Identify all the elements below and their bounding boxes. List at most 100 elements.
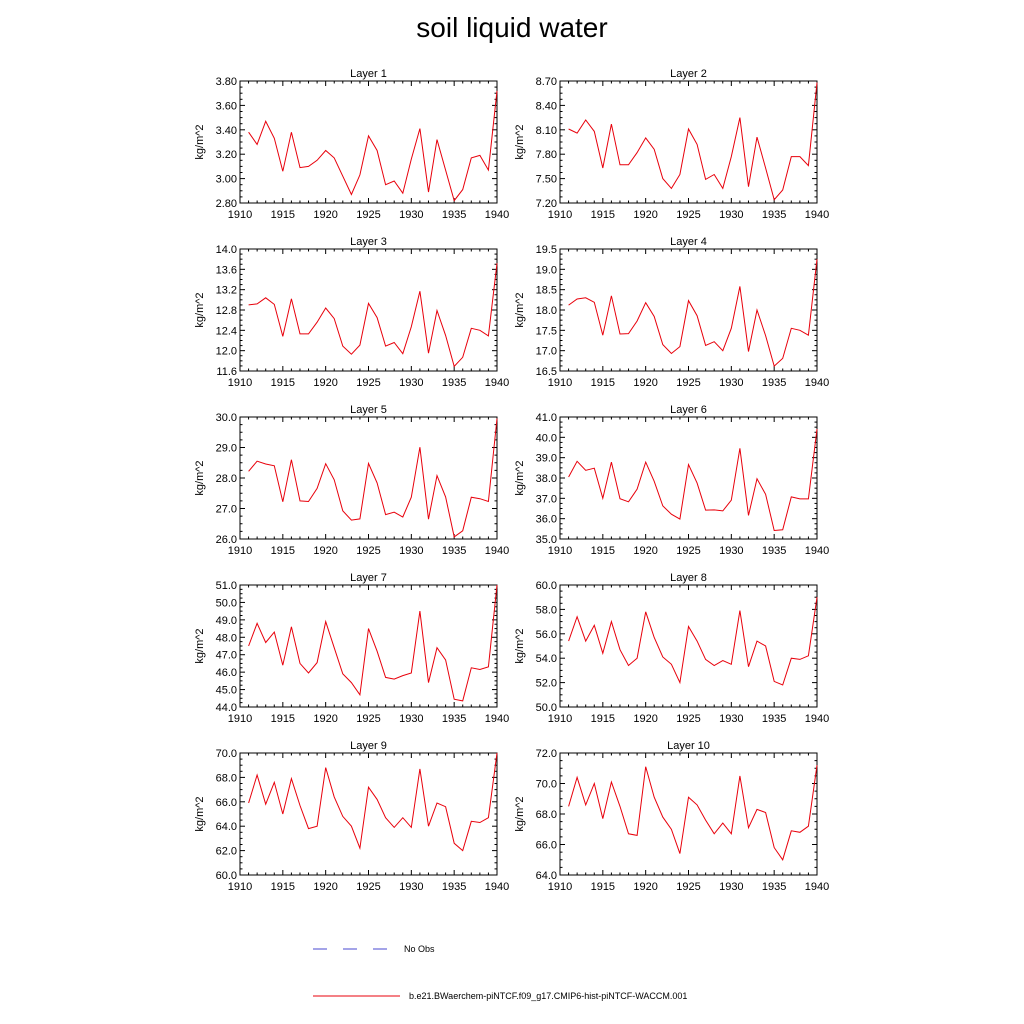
x-tick-label: 1935: [442, 881, 466, 893]
x-tick-label: 1910: [548, 377, 572, 389]
series-line-layer-2: [568, 82, 818, 201]
panel-title: Layer 9: [350, 740, 387, 752]
x-tick-label: 1925: [676, 881, 700, 893]
panel-title: Layer 10: [667, 740, 710, 752]
series-line-layer-3: [248, 263, 498, 368]
x-tick-label: 1930: [719, 545, 743, 557]
y-tick-label: 7.20: [536, 198, 557, 210]
y-tick-label: 12.0: [216, 346, 237, 358]
x-tick-label: 1915: [271, 713, 295, 725]
x-tick-label: 1925: [356, 377, 380, 389]
x-tick-label: 1935: [442, 713, 466, 725]
plot-frame: [239, 416, 498, 540]
y-tick-label: 7.80: [536, 149, 557, 161]
x-tick-label: 1925: [676, 713, 700, 725]
chart-panel-layer-9: Layer 9 kg/m^2 1910 1915 1920 1925 1930 1935 194…: [194, 740, 509, 893]
y-tick-label: 60.0: [536, 580, 557, 592]
x-tick-label: 1915: [271, 881, 295, 893]
x-tick-label: 1930: [399, 377, 423, 389]
x-tick-label: 1915: [271, 209, 295, 221]
x-tick-label: 1915: [591, 713, 615, 725]
plot-frame: [559, 80, 818, 204]
y-tick-label: 18.0: [536, 305, 557, 317]
legend-label-model: b.e21.BWaerchem-piNTCF.f09_g17.CMIP6-his…: [409, 991, 687, 1001]
x-tick-label: 1910: [548, 545, 572, 557]
y-tick-label: 54.0: [536, 653, 557, 665]
x-tick-label: 1920: [633, 713, 657, 725]
panel-title: Layer 3: [350, 236, 387, 248]
y-tick-label: 36.0: [536, 514, 557, 526]
series-line-layer-10: [568, 765, 818, 861]
y-tick-label: 12.8: [216, 305, 237, 317]
x-tick-label: 1940: [805, 209, 829, 221]
x-tick-label: 1915: [591, 209, 615, 221]
chart-panel-layer-8: Layer 8 kg/m^2 1910 1915 1920 1925 1930 1935 194…: [514, 572, 829, 725]
y-tick-label: 47.0: [216, 650, 237, 662]
y-tick-label: 28.0: [216, 473, 237, 485]
y-tick-label: 58.0: [536, 604, 557, 616]
x-tick-label: 1935: [442, 209, 466, 221]
y-tick-label: 70.0: [216, 748, 237, 760]
panel-title: Layer 8: [670, 572, 707, 584]
x-tick-label: 1940: [485, 209, 509, 221]
plot-frame: [239, 80, 498, 204]
x-tick-label: 1935: [762, 713, 786, 725]
y-tick-label: 44.0: [216, 702, 237, 714]
y-tick-label: 27.0: [216, 504, 237, 516]
x-tick-label: 1920: [633, 377, 657, 389]
x-tick-label: 1930: [399, 209, 423, 221]
y-tick-label: 37.0: [536, 493, 557, 505]
y-tick-label: 70.0: [536, 779, 557, 791]
series-line-layer-5: [248, 418, 498, 538]
x-tick-label: 1930: [399, 713, 423, 725]
panel-title: Layer 5: [350, 404, 387, 416]
y-tick-label: 50.0: [536, 702, 557, 714]
y-tick-label: 16.5: [536, 366, 557, 378]
panels-group: Layer 1 kg/m^2 1910 1915 1920 1925 1930 1935 194…: [194, 68, 829, 893]
x-tick-label: 1920: [633, 881, 657, 893]
x-tick-label: 1940: [485, 545, 509, 557]
y-tick-label: 72.0: [536, 748, 557, 760]
y-tick-label: 17.0: [536, 346, 557, 358]
x-tick-label: 1940: [485, 713, 509, 725]
panel-title: Layer 4: [670, 236, 707, 248]
y-tick-label: 39.0: [536, 453, 557, 465]
x-tick-label: 1940: [805, 881, 829, 893]
y-axis-label: kg/m^2: [514, 292, 526, 327]
x-tick-label: 1935: [762, 377, 786, 389]
plot-frame: [239, 248, 498, 372]
y-tick-label: 35.0: [536, 534, 557, 546]
y-axis-label: kg/m^2: [514, 796, 526, 831]
x-tick-label: 1940: [805, 713, 829, 725]
plot-frame: [559, 416, 818, 540]
y-tick-label: 38.0: [536, 473, 557, 485]
x-tick-label: 1930: [719, 377, 743, 389]
chart-panel-layer-10: Layer 10 kg/m^2 1910 1915 1920 1925 1930 1935 19…: [514, 740, 829, 893]
panel-title: Layer 6: [670, 404, 707, 416]
x-tick-label: 1910: [548, 881, 572, 893]
x-tick-label: 1915: [271, 545, 295, 557]
x-tick-label: 1925: [676, 377, 700, 389]
y-tick-label: 30.0: [216, 412, 237, 424]
x-tick-label: 1910: [228, 209, 252, 221]
y-tick-label: 66.0: [216, 797, 237, 809]
y-tick-label: 68.0: [536, 809, 557, 821]
x-tick-label: 1925: [356, 713, 380, 725]
x-tick-label: 1920: [633, 545, 657, 557]
x-tick-label: 1930: [399, 881, 423, 893]
y-tick-label: 8.10: [536, 125, 557, 137]
x-tick-label: 1925: [356, 209, 380, 221]
panel-title: Layer 2: [670, 68, 707, 80]
y-tick-label: 12.4: [216, 325, 237, 337]
x-tick-label: 1940: [485, 377, 509, 389]
y-tick-label: 64.0: [216, 821, 237, 833]
y-tick-label: 3.00: [216, 174, 237, 186]
x-tick-label: 1920: [313, 545, 337, 557]
y-tick-label: 3.20: [216, 149, 237, 161]
legend: No Obs b.e21.BWaerchem-piNTCF.f09_g17.CM…: [313, 944, 687, 1001]
x-tick-label: 1930: [719, 881, 743, 893]
chart-panel-layer-3: Layer 3 kg/m^2 1910 1915 1920 1925 1930 1935 194…: [194, 236, 509, 389]
x-tick-label: 1920: [633, 209, 657, 221]
y-tick-label: 26.0: [216, 534, 237, 546]
